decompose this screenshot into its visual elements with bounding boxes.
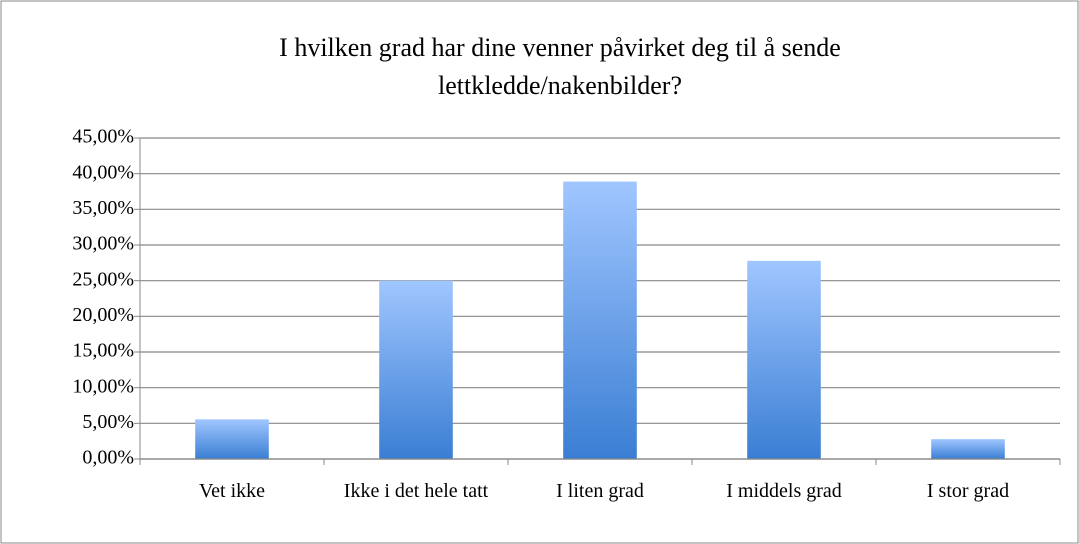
y-tick-label: 15,00% — [72, 340, 134, 362]
y-tick-label: 35,00% — [72, 197, 134, 219]
y-tick-label: 10,00% — [72, 375, 134, 397]
bar — [195, 419, 269, 459]
x-tick-label: I stor grad — [926, 480, 1010, 502]
bar — [563, 181, 637, 460]
y-tick-label: 0,00% — [82, 447, 134, 469]
chart-title: lettkledde/nakenbilder? — [438, 71, 682, 100]
y-tick-label: 40,00% — [72, 161, 134, 183]
x-tick-label: Vet ikke — [198, 480, 266, 502]
chart-title: I hvilken grad har dine venner påvirket … — [279, 33, 841, 62]
y-tick-label: 25,00% — [72, 268, 134, 290]
bar — [931, 439, 1005, 459]
y-tick-label: 20,00% — [72, 304, 134, 326]
y-tick-label: 45,00% — [72, 126, 134, 148]
bar — [747, 260, 821, 459]
bar — [379, 280, 453, 459]
x-tick-label: I liten grad — [556, 480, 644, 502]
x-tick-label: Ikke i det hele tatt — [343, 480, 489, 502]
y-tick-label: 5,00% — [82, 411, 134, 433]
y-tick-label: 30,00% — [72, 233, 134, 255]
x-tick-label: I middels grad — [726, 480, 842, 502]
